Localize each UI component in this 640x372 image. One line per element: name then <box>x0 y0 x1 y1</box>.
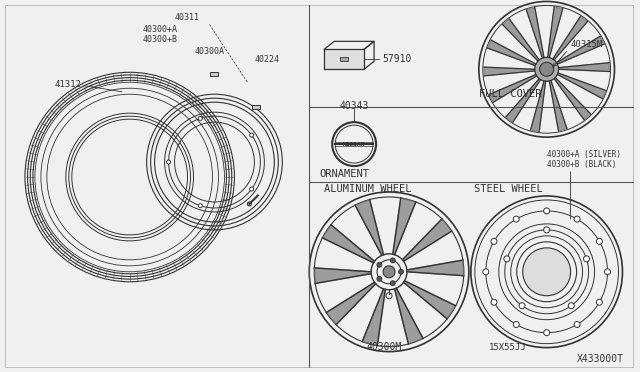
Circle shape <box>523 248 571 296</box>
Text: 41312: 41312 <box>55 80 82 89</box>
Bar <box>252 105 260 109</box>
Polygon shape <box>554 77 591 120</box>
Circle shape <box>248 202 252 206</box>
Polygon shape <box>502 19 540 61</box>
Circle shape <box>568 303 574 309</box>
Circle shape <box>540 62 554 76</box>
Text: X433000T: X433000T <box>577 353 623 363</box>
Polygon shape <box>395 288 423 344</box>
Circle shape <box>534 57 559 81</box>
Polygon shape <box>553 16 588 60</box>
Polygon shape <box>531 81 546 132</box>
Polygon shape <box>549 80 567 131</box>
Circle shape <box>596 299 602 305</box>
Circle shape <box>491 299 497 305</box>
Polygon shape <box>559 63 609 71</box>
Polygon shape <box>314 268 371 283</box>
Polygon shape <box>404 281 456 319</box>
Bar <box>340 57 348 61</box>
Polygon shape <box>323 225 374 263</box>
Polygon shape <box>362 289 385 346</box>
Circle shape <box>377 262 382 267</box>
Polygon shape <box>557 36 604 64</box>
Circle shape <box>504 256 510 262</box>
Text: NISSAN: NISSAN <box>343 142 365 147</box>
Polygon shape <box>326 282 376 325</box>
Text: 40300+A (SILVER)
40300+B (BLACK): 40300+A (SILVER) 40300+B (BLACK) <box>547 150 621 169</box>
Polygon shape <box>324 49 364 69</box>
Circle shape <box>383 266 395 278</box>
Text: 57910: 57910 <box>382 54 412 64</box>
Bar <box>211 72 218 76</box>
Text: 40300M: 40300M <box>366 341 401 352</box>
Circle shape <box>198 116 202 121</box>
Polygon shape <box>488 40 536 65</box>
Text: 40311: 40311 <box>175 13 200 22</box>
Text: 40343: 40343 <box>339 101 369 111</box>
Circle shape <box>377 276 382 281</box>
Text: 40224: 40224 <box>254 55 280 64</box>
Circle shape <box>543 227 550 233</box>
Circle shape <box>574 321 580 327</box>
Polygon shape <box>403 219 452 261</box>
Text: STEEL WHEEL: STEEL WHEEL <box>474 184 543 194</box>
Polygon shape <box>506 78 541 122</box>
Circle shape <box>513 321 519 327</box>
Circle shape <box>399 269 403 274</box>
Text: ALUMINUM WHEEL: ALUMINUM WHEEL <box>324 184 412 194</box>
Circle shape <box>543 330 550 336</box>
Circle shape <box>584 256 589 262</box>
Text: 40315M: 40315M <box>571 40 603 49</box>
Circle shape <box>596 238 602 244</box>
Polygon shape <box>548 7 563 58</box>
Circle shape <box>390 281 396 286</box>
Polygon shape <box>393 198 416 255</box>
Text: FULL COVER: FULL COVER <box>479 89 541 99</box>
Polygon shape <box>407 260 464 276</box>
Circle shape <box>491 238 497 244</box>
Circle shape <box>574 216 580 222</box>
Circle shape <box>513 216 519 222</box>
Polygon shape <box>526 7 544 58</box>
Text: 40300+A
40300+B: 40300+A 40300+B <box>142 25 177 44</box>
Polygon shape <box>489 74 537 102</box>
Polygon shape <box>355 199 383 256</box>
Text: 15X55JJ: 15X55JJ <box>489 343 527 352</box>
Circle shape <box>250 187 253 191</box>
Circle shape <box>166 160 171 164</box>
Circle shape <box>543 208 550 214</box>
Text: 40300A: 40300A <box>195 47 225 56</box>
Circle shape <box>605 269 611 275</box>
Circle shape <box>198 204 202 208</box>
Circle shape <box>250 133 253 137</box>
Polygon shape <box>484 67 535 76</box>
Circle shape <box>483 269 489 275</box>
Circle shape <box>519 303 525 309</box>
Polygon shape <box>557 73 606 99</box>
Text: ORNAMENT: ORNAMENT <box>319 169 369 179</box>
Circle shape <box>390 258 396 263</box>
